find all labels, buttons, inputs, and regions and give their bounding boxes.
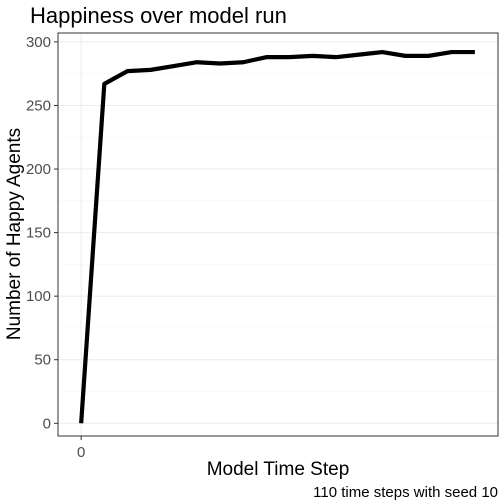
y-tick-label: 100	[26, 288, 51, 305]
x-tick-label: 0	[77, 444, 85, 461]
chart-title: Happiness over model run	[30, 3, 287, 28]
x-axis-title: Model Time Step	[207, 459, 350, 480]
panel-border	[57, 32, 499, 437]
y-tick-label: 50	[34, 352, 51, 369]
y-tick-label: 0	[43, 415, 51, 432]
grid-lines	[58, 33, 498, 436]
y-axis-title: Number of Happy Agents	[4, 128, 25, 340]
series-layer	[79, 49, 475, 424]
series-line	[79, 49, 475, 424]
y-tick-label: 300	[26, 34, 51, 51]
y-tick-label: 250	[26, 97, 51, 114]
chart-caption: 110 time steps with seed 10	[313, 484, 498, 501]
y-tick-label: 200	[26, 161, 51, 178]
x-axis: 0	[77, 436, 85, 461]
y-tick-label: 150	[26, 225, 51, 242]
y-axis: 0 50 100 150 200 250 300	[26, 34, 58, 432]
